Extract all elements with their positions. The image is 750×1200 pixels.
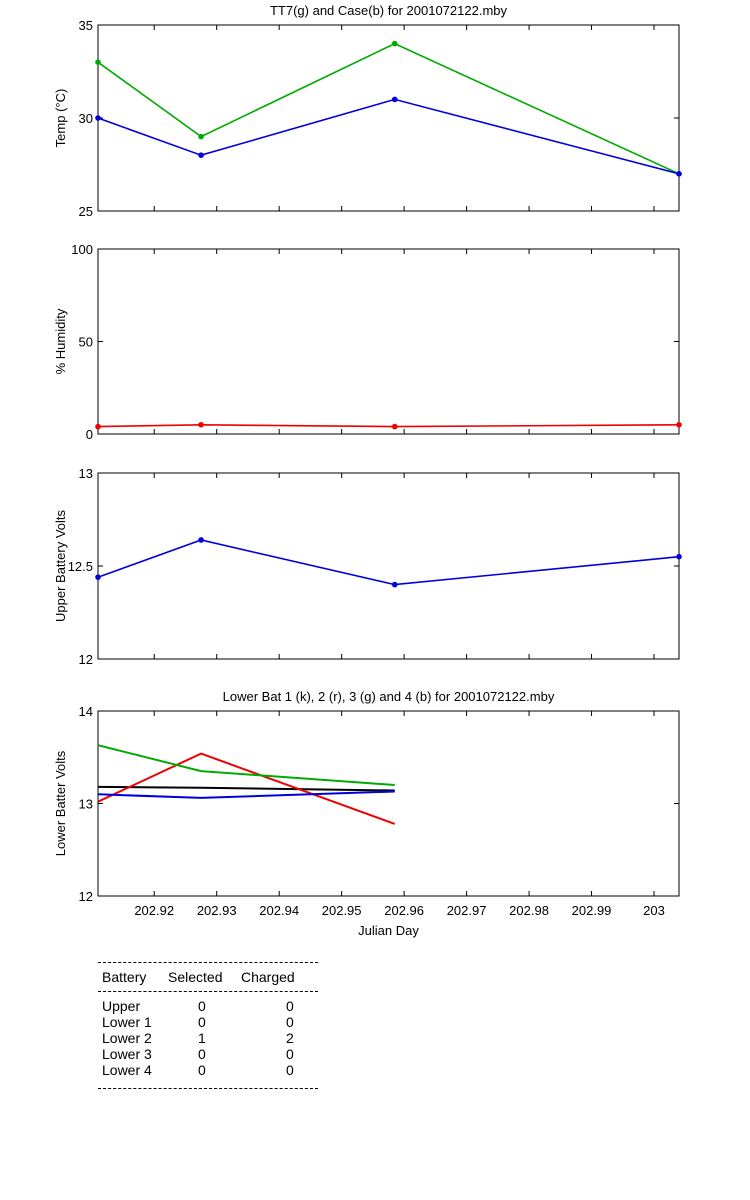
row-charged: 2	[286, 1030, 294, 1046]
upper-battery-y-axis-label: Upper Battery Volts	[53, 510, 68, 622]
lower-battery-series-line	[97, 785, 395, 792]
humidity-data-point	[676, 421, 682, 428]
lower-battery-x-tick-label: 202.92	[134, 903, 174, 918]
temp-y-tick-label: 30	[79, 111, 93, 126]
upper-battery-data-point	[198, 537, 204, 543]
table-bottom-rule	[98, 1088, 318, 1089]
row-battery: Lower 3	[102, 1046, 152, 1062]
humidity-data-point	[391, 423, 398, 430]
humidity-y-tick-label: 0	[86, 427, 93, 442]
lower-battery-chart-title: Lower Bat 1 (k), 2 (r), 3 (g) and 4 (b) …	[223, 689, 555, 704]
temp-chart-title: TT7(g) and Case(b) for 2001072122.mby	[270, 3, 508, 18]
table-row: Upper 0 0	[98, 998, 318, 1014]
row-battery: Lower 1	[102, 1014, 152, 1030]
upper-battery-data-point	[95, 574, 101, 580]
table-row: Lower 3 0 0	[98, 1046, 318, 1062]
header-charged: Charged	[241, 969, 295, 985]
humidity-y-axis-label: % Humidity	[53, 308, 68, 374]
row-charged: 0	[286, 998, 294, 1014]
temp-series-line	[97, 42, 680, 175]
humidity-data-point	[198, 421, 204, 428]
lower-battery-x-tick-label: 202.95	[322, 903, 362, 918]
row-battery: Upper	[102, 998, 141, 1014]
lower-battery-y-axis-label: Lower Batter Volts	[53, 750, 68, 856]
lower-battery-x-tick-label: 203	[643, 903, 665, 918]
lower-battery-y-tick-label: 13	[79, 797, 93, 812]
table-row: Lower 1 0 0	[98, 1014, 318, 1030]
upper-battery-y-tick-label: 13	[79, 466, 93, 481]
humidity-series-line	[97, 423, 680, 428]
battery-table: Battery Selected Charged Upper 0 0 Lower…	[98, 962, 318, 1089]
upper-battery-data-point	[391, 581, 398, 588]
row-selected: 0	[198, 1046, 206, 1062]
lower-battery-axes-frame	[97, 710, 680, 897]
row-battery: Lower 4	[102, 1062, 152, 1078]
humidity-y-tick-label: 50	[79, 335, 93, 350]
temp-series-line	[97, 98, 680, 175]
upper-battery-y-tick-label: 12.5	[68, 559, 93, 574]
row-selected: 0	[198, 1062, 206, 1078]
lower-battery-series-line	[97, 752, 396, 825]
lower-battery-y-tick-label: 14	[79, 704, 93, 719]
lower-battery-x-axis-label: Julian Day	[358, 923, 419, 938]
temp-y-tick-label: 25	[79, 204, 93, 219]
row-selected: 0	[198, 998, 206, 1014]
row-charged: 0	[286, 1046, 294, 1062]
upper-battery-y-tick-label: 12	[79, 652, 93, 667]
table-header-rule	[98, 991, 318, 992]
lower-battery-x-tick-label: 202.93	[197, 903, 237, 918]
row-selected: 1	[198, 1030, 206, 1046]
row-selected: 0	[198, 1014, 206, 1030]
lower-battery-x-tick-label: 202.99	[572, 903, 612, 918]
temp-data-point	[391, 96, 398, 103]
temp-data-point	[198, 152, 204, 158]
header-battery: Battery	[102, 969, 147, 985]
temp-data-point	[95, 115, 101, 121]
humidity-axes-frame	[97, 248, 680, 435]
temp-y-tick-label: 35	[79, 18, 93, 33]
temp-data-point	[95, 59, 101, 65]
upper-battery-data-point	[676, 553, 682, 560]
table-top-rule	[98, 962, 318, 963]
header-selected: Selected	[168, 969, 223, 985]
upper-battery-series-line	[97, 539, 680, 586]
row-charged: 0	[286, 1062, 294, 1078]
temp-y-axis-label: Temp (°C)	[53, 89, 68, 148]
humidity-y-tick-label: 100	[71, 242, 93, 257]
temp-axes-frame	[97, 24, 680, 212]
table-row: Lower 2 1 2	[98, 1030, 318, 1046]
row-battery: Lower 2	[102, 1030, 152, 1046]
temp-data-point	[391, 40, 398, 47]
lower-battery-y-tick-label: 12	[79, 889, 93, 904]
temp-data-point	[198, 133, 204, 140]
temp-data-point	[676, 171, 682, 177]
row-charged: 0	[286, 1014, 294, 1030]
humidity-data-point	[95, 423, 101, 430]
lower-battery-x-tick-label: 202.97	[447, 903, 487, 918]
lower-battery-series-line	[97, 790, 395, 799]
lower-battery-x-tick-label: 202.96	[384, 903, 424, 918]
table-row: Lower 4 0 0	[98, 1062, 318, 1078]
lower-battery-x-tick-label: 202.94	[259, 903, 299, 918]
table-header-row: Battery Selected Charged	[98, 963, 318, 991]
lower-battery-x-tick-label: 202.98	[509, 903, 549, 918]
lower-battery-series-line	[97, 744, 395, 786]
